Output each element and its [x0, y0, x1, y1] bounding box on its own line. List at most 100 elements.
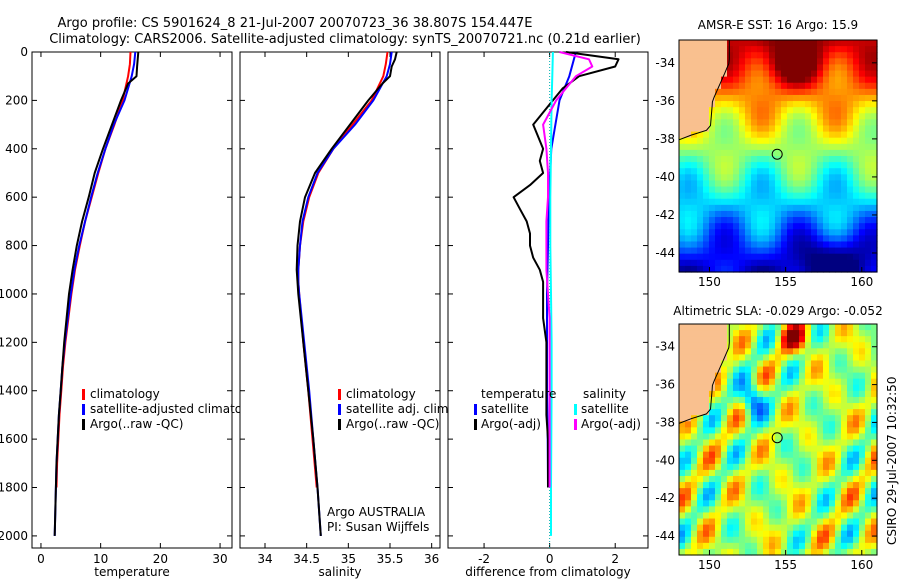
map-cell — [685, 336, 692, 343]
map-cell — [799, 494, 806, 501]
map-cell — [829, 265, 836, 273]
map-cell — [859, 542, 866, 550]
map-cell — [847, 58, 854, 66]
map-cell — [691, 107, 698, 114]
map-cell — [751, 162, 758, 169]
map-cell — [811, 348, 818, 355]
map-cell — [709, 494, 716, 501]
map-cell — [781, 415, 788, 422]
map-cell — [781, 40, 788, 47]
map-cell — [769, 548, 776, 556]
map-cell — [859, 186, 866, 194]
map-cell — [721, 40, 728, 47]
map-cell — [733, 107, 740, 114]
map-cell — [871, 384, 878, 392]
map-cell — [721, 143, 728, 151]
map-cell — [859, 137, 866, 145]
map-cell — [769, 198, 776, 206]
map-cell — [697, 76, 704, 84]
map-cell — [703, 463, 710, 471]
map-cell — [739, 524, 746, 532]
map-cell — [697, 119, 704, 127]
map-cell — [739, 445, 746, 453]
map-cell — [805, 378, 812, 386]
map-cell — [811, 229, 818, 236]
map-cell — [781, 70, 788, 78]
map-cell — [703, 223, 710, 230]
map-cell — [799, 125, 806, 133]
map-cell — [709, 265, 716, 273]
map-cell — [787, 137, 794, 145]
map-cell — [799, 396, 806, 404]
map-cell — [751, 372, 758, 380]
map-cell — [715, 524, 722, 532]
map-cell — [793, 204, 800, 212]
map-cell — [769, 137, 776, 145]
map-cell — [781, 174, 788, 182]
map-cell — [739, 536, 746, 544]
map-cell — [823, 217, 830, 224]
map-cell — [781, 396, 788, 404]
map-cell — [757, 336, 764, 343]
map-cell — [739, 180, 746, 188]
map-cell — [733, 372, 740, 380]
map-cell — [703, 512, 710, 520]
map-cell — [871, 330, 878, 337]
map-cell — [757, 500, 764, 507]
map-cell — [691, 348, 698, 355]
map-cell — [757, 324, 764, 331]
map-cell — [823, 500, 830, 507]
map-cell — [751, 58, 758, 66]
map-cell — [709, 475, 716, 483]
map-cell — [691, 457, 698, 465]
map-cell — [691, 101, 698, 108]
map-cell — [685, 378, 692, 386]
map-cell — [721, 192, 728, 200]
map-cell — [847, 241, 854, 249]
map-cell — [817, 70, 824, 78]
map-cell — [871, 235, 878, 243]
map-cell — [757, 107, 764, 114]
map-cell — [763, 324, 770, 331]
map-cell — [703, 542, 710, 550]
map-cell — [679, 70, 686, 78]
map-cell — [691, 390, 698, 398]
map-cell — [775, 530, 782, 538]
map-cell — [691, 475, 698, 483]
map-cell — [709, 463, 716, 471]
map-cell — [775, 235, 782, 243]
map-cell — [757, 506, 764, 514]
map-cell — [871, 156, 878, 163]
map-cell — [697, 229, 704, 236]
map-cell — [679, 324, 686, 331]
map-cell — [745, 204, 752, 212]
map-cell — [685, 469, 692, 477]
map-cell — [685, 536, 692, 544]
map-cell — [685, 174, 692, 182]
map-cell — [811, 253, 818, 261]
map-cell — [787, 76, 794, 84]
map-cell — [751, 354, 758, 362]
map-cell — [847, 457, 854, 465]
map-cell — [805, 451, 812, 459]
map-cell — [727, 137, 734, 145]
map-cell — [871, 366, 878, 374]
legend-title: salinity — [583, 387, 626, 401]
map-cell — [787, 336, 794, 343]
map-cell — [739, 336, 746, 343]
map-cell — [721, 415, 728, 422]
legend-swatch — [474, 419, 477, 430]
map-cell — [775, 52, 782, 59]
map-cell — [823, 107, 830, 114]
map-cell — [853, 482, 860, 489]
map-cell — [739, 156, 746, 163]
map-cell — [835, 198, 842, 206]
map-cell — [805, 421, 812, 428]
map-cell — [859, 482, 866, 489]
legend-swatch — [338, 419, 341, 430]
map-cell — [859, 415, 866, 422]
map-cell — [787, 204, 794, 212]
map-cell — [703, 506, 710, 514]
map-cell — [775, 463, 782, 471]
map-cell — [841, 390, 848, 398]
